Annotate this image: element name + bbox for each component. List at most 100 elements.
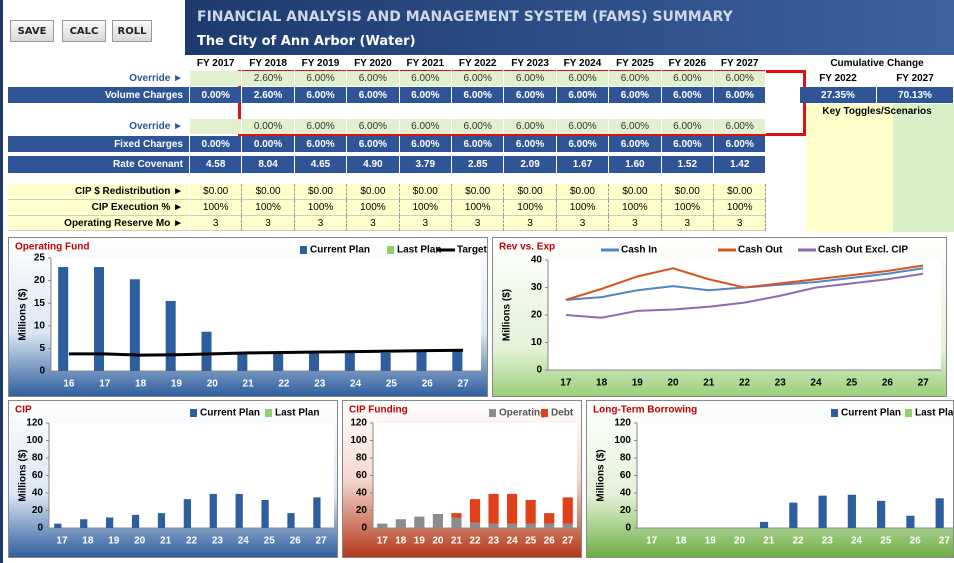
calc-button[interactable]: CALC: [62, 20, 106, 42]
y-tick-label: 0: [361, 523, 367, 534]
x-tick-label: 17: [646, 536, 658, 547]
bar: [506, 493, 518, 524]
x-tick-label: 26: [544, 536, 556, 547]
cumulative-header: FY 2027: [877, 71, 954, 86]
bar: [469, 522, 481, 528]
y-tick-label: 100: [614, 435, 631, 446]
cell: $0.00: [609, 184, 662, 200]
row-label: Volume Charges: [8, 87, 190, 103]
cell: 3: [294, 216, 348, 231]
y-tick-label: 30: [531, 282, 543, 293]
chart-panel: Rev vs. Exp Millions ($) 0 10 20 30 40 17 18 19 20…: [492, 237, 947, 397]
x-tick-label: 17: [377, 536, 389, 547]
cell: 100%: [556, 200, 610, 216]
bar: [759, 521, 769, 528]
x-tick-label: 19: [108, 536, 120, 547]
row-label: Override ►: [8, 119, 190, 134]
cell: 0.00%: [190, 87, 243, 103]
cell: 6.00%: [347, 87, 400, 103]
row-label: Override ►: [8, 71, 190, 86]
chart-title: CIP: [15, 405, 32, 416]
y-tick-label: 120: [350, 418, 367, 429]
y-tick-label: 40: [32, 488, 44, 499]
cell: 6.00%: [399, 119, 452, 134]
y-axis-label: Millions ($): [18, 288, 29, 340]
chart-title: Operating Fund: [15, 242, 89, 253]
chart-panel: Operating Fund Millions ($) 0 5 10 15 20 25 16 17…: [8, 237, 488, 397]
cell: $0.00: [190, 184, 243, 200]
bar: [201, 331, 212, 371]
x-tick-label: 23: [488, 536, 500, 547]
y-tick-label: 15: [34, 298, 46, 309]
bar: [377, 523, 388, 528]
cell: 3: [556, 216, 610, 231]
bar: [935, 498, 944, 528]
x-tick-label: 22: [469, 536, 481, 547]
cell: 100%: [609, 200, 662, 216]
legend-label: Operating: [499, 408, 546, 419]
legend-label: Cash Out: [738, 245, 783, 256]
bar: [525, 523, 536, 528]
bar: [183, 499, 191, 528]
x-tick-label: 21: [160, 536, 172, 547]
x-tick-label: 25: [846, 378, 858, 389]
roll-button[interactable]: ROLL: [112, 20, 152, 42]
x-tick-label: 24: [238, 536, 250, 547]
y-tick-label: 5: [39, 343, 45, 354]
cell: $0.00: [347, 184, 400, 200]
cumulative-value: 27.35%: [800, 87, 877, 103]
legend-swatch: [541, 409, 548, 417]
cell: $0.00: [661, 184, 714, 200]
y-tick-label: 80: [620, 453, 632, 464]
bar: [451, 517, 462, 528]
cell: 3: [609, 216, 662, 231]
toggle-area: [893, 104, 954, 232]
bar: [273, 352, 284, 371]
x-tick-label: 27: [939, 536, 951, 547]
y-tick-label: 100: [350, 435, 367, 446]
chart-title: Rev vs. Exp: [499, 242, 555, 253]
header-band: [185, 0, 954, 55]
cell: 6.00%: [347, 136, 400, 152]
bar: [287, 513, 295, 528]
cell: 100%: [242, 200, 295, 216]
line: [565, 264, 924, 301]
cell: $0.00: [452, 184, 505, 200]
cell: 2.60%: [242, 87, 295, 103]
x-tick-label: 27: [458, 379, 470, 390]
column-header: FY 2020: [347, 56, 400, 71]
x-tick-label: 25: [264, 536, 276, 547]
x-tick-label: 27: [918, 378, 930, 389]
cell: 6.00%: [609, 87, 662, 103]
bar: [525, 500, 536, 524]
cell: 3: [714, 216, 767, 231]
x-tick-label: 21: [763, 536, 775, 547]
cell: 6.00%: [294, 119, 348, 134]
row-label: Fixed Charges: [8, 136, 190, 152]
row-label: Rate Covenant: [8, 156, 190, 173]
bar: [562, 523, 573, 528]
cumulative-value: 70.13%: [877, 87, 954, 103]
x-tick-label: 21: [703, 378, 715, 389]
x-tick-label: 24: [851, 536, 863, 547]
y-tick-label: 40: [356, 488, 368, 499]
bar: [818, 495, 827, 528]
bar: [380, 352, 391, 371]
x-tick-label: 24: [507, 536, 519, 547]
cell: 6.00%: [452, 136, 505, 152]
cell: 6.00%: [504, 87, 557, 103]
cell: 6.00%: [294, 71, 348, 86]
legend-label: Last Plan: [915, 408, 954, 419]
x-tick-label: 24: [350, 379, 362, 390]
cell: 4.90: [347, 156, 400, 173]
toggles-title: Key Toggles/Scenarios: [822, 106, 932, 117]
cell: 3.79: [399, 156, 452, 173]
bar: [877, 500, 886, 528]
bar: [80, 519, 88, 528]
title: FINANCIAL ANALYSIS AND MANAGEMENT SYSTEM…: [197, 9, 733, 25]
toggle-area: [806, 104, 893, 232]
legend-label: Current Plan: [200, 408, 260, 419]
x-tick-label: 18: [135, 379, 147, 390]
save-button[interactable]: SAVE: [10, 20, 54, 42]
cell: 6.00%: [609, 136, 662, 152]
